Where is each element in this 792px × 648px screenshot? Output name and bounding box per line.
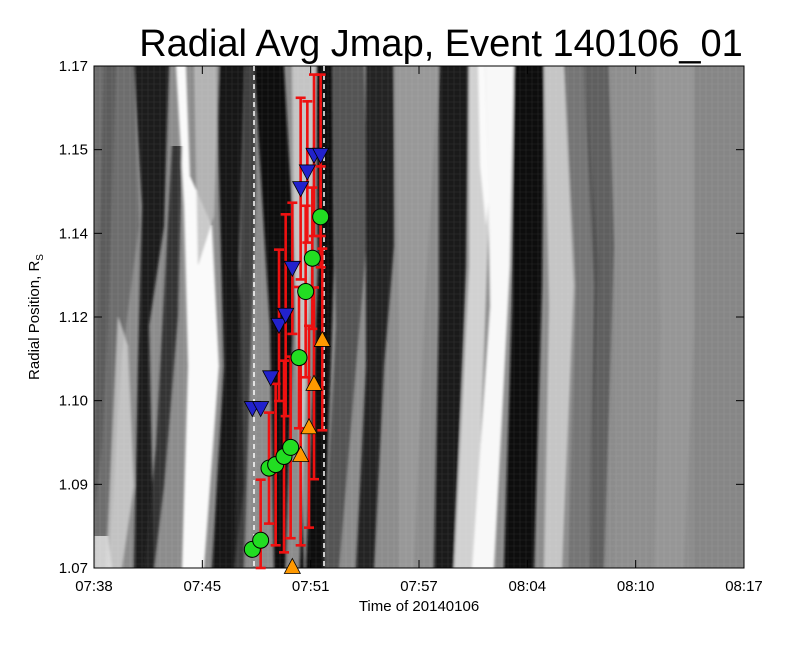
jmap-band bbox=[584, 66, 614, 568]
jmap-band bbox=[609, 66, 659, 568]
x-tick-label: 07:51 bbox=[292, 578, 330, 595]
jmap-band bbox=[324, 66, 369, 568]
triangle-down-point bbox=[311, 147, 330, 165]
x-tick-label: 08:10 bbox=[617, 578, 655, 595]
x-tick-label: 07:57 bbox=[400, 578, 438, 595]
jmap-band bbox=[504, 66, 544, 568]
y-tick-label: 1.14 bbox=[59, 225, 88, 242]
triangle-down-point bbox=[276, 307, 295, 325]
circle-point bbox=[290, 349, 308, 367]
y-axis-label-subscript: S bbox=[35, 254, 46, 261]
triangle-down-point bbox=[298, 164, 317, 181]
jmap-band bbox=[654, 66, 694, 568]
circle-point bbox=[282, 438, 300, 456]
x-tick-label: 07:38 bbox=[75, 578, 113, 595]
x-tick-label: 08:04 bbox=[509, 578, 547, 595]
x-tick-label: 08:17 bbox=[725, 578, 763, 595]
jmap-band bbox=[472, 66, 514, 568]
circle-point bbox=[297, 283, 315, 301]
y-tick-label: 1.07 bbox=[59, 560, 88, 577]
y-tick-label: 1.17 bbox=[59, 58, 88, 75]
triangle-up-point bbox=[283, 557, 302, 574]
jmap-band bbox=[454, 66, 489, 568]
x-axis: 07:38 07:45 07:51 07:57 08:04 08:10 08:17 bbox=[75, 66, 763, 595]
triangle-up-point bbox=[291, 445, 310, 462]
triangle-down-point bbox=[270, 317, 288, 335]
y-axis-label-main: Radial Position, R bbox=[26, 261, 43, 380]
jmap-band bbox=[234, 66, 256, 568]
circle-point bbox=[303, 249, 321, 267]
jmap-band bbox=[194, 66, 219, 266]
jmap-band bbox=[176, 66, 219, 568]
jmap-band bbox=[94, 536, 112, 568]
jmap-band bbox=[394, 66, 439, 568]
data-markers bbox=[243, 147, 332, 574]
jmap-band bbox=[694, 66, 744, 568]
triangle-up-point bbox=[305, 374, 323, 391]
jmap-band bbox=[94, 66, 116, 516]
circle-point bbox=[312, 208, 330, 226]
jmap-band bbox=[106, 316, 134, 568]
circle-point bbox=[252, 531, 270, 549]
x-tick-label: 07:45 bbox=[184, 578, 222, 595]
jmap-band bbox=[134, 66, 169, 568]
x-axis-label: Time of 20140106 bbox=[359, 598, 479, 615]
jmap-band bbox=[144, 146, 182, 568]
triangle-up-point bbox=[300, 417, 318, 435]
chart-title: Radial Avg Jmap, Event 140106_01 bbox=[139, 23, 743, 65]
triangle-down-point bbox=[252, 401, 270, 418]
triangle-down-point bbox=[261, 370, 280, 387]
y-tick-label: 1.15 bbox=[59, 142, 88, 159]
y-tick-label: 1.12 bbox=[59, 309, 88, 326]
triangle-up-point bbox=[313, 330, 332, 347]
triangle-down-point bbox=[291, 181, 310, 198]
y-tick-label: 1.09 bbox=[59, 476, 88, 493]
y-axis: 1.07 1.09 1.10 1.12 1.14 1.15 1.17 bbox=[59, 58, 744, 577]
triangle-down-point bbox=[283, 260, 302, 278]
jmap-band bbox=[356, 66, 394, 568]
y-axis-label: Radial Position, RS bbox=[26, 254, 46, 380]
jmap-image bbox=[94, 66, 744, 568]
jmap-band bbox=[434, 66, 469, 568]
y-tick-label: 1.10 bbox=[59, 393, 88, 410]
jmap-band bbox=[544, 66, 574, 568]
jmap-band bbox=[212, 66, 244, 568]
